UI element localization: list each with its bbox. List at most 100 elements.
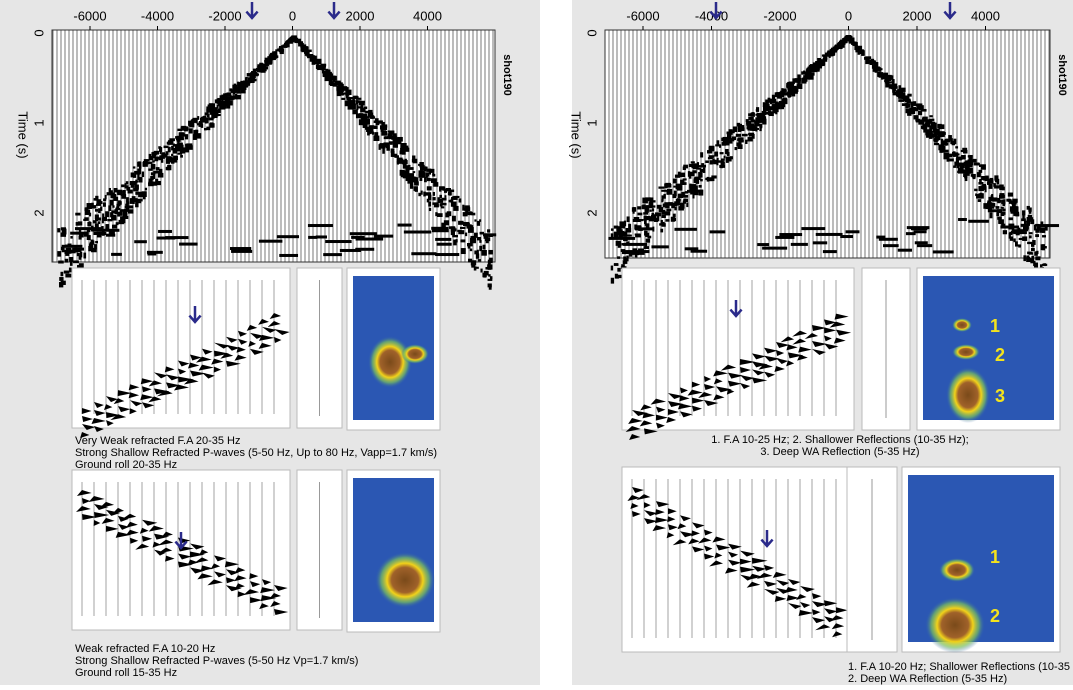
wavelet bbox=[638, 213, 643, 216]
seismic-gather bbox=[52, 30, 495, 262]
energy bbox=[925, 597, 985, 653]
wavelet bbox=[997, 216, 1001, 219]
wavelet bbox=[233, 92, 236, 95]
wavelet bbox=[426, 167, 428, 171]
wavelet bbox=[115, 208, 120, 211]
wavelet bbox=[103, 198, 106, 201]
wavelet bbox=[892, 79, 895, 83]
wavelet bbox=[397, 161, 399, 165]
wavelet bbox=[666, 190, 669, 195]
wavelet bbox=[75, 213, 80, 216]
wavelet bbox=[965, 176, 968, 181]
wavelet bbox=[61, 227, 66, 230]
wavelet bbox=[628, 224, 631, 228]
wavelet bbox=[1020, 224, 1024, 227]
wavelet bbox=[748, 133, 750, 135]
wavelet bbox=[185, 136, 188, 139]
wavelet bbox=[937, 125, 942, 128]
wavelet bbox=[1019, 238, 1024, 240]
energy bbox=[368, 336, 412, 388]
wavelet bbox=[759, 124, 762, 128]
wavelet bbox=[369, 132, 371, 134]
wavelet bbox=[377, 120, 383, 123]
wavelet bbox=[736, 134, 741, 137]
low-band bbox=[791, 243, 808, 246]
wavelet bbox=[703, 168, 706, 173]
wavelet bbox=[685, 191, 688, 193]
wavelet bbox=[408, 167, 413, 170]
wavelet bbox=[136, 201, 141, 203]
wavelet bbox=[727, 134, 732, 140]
low-band bbox=[674, 228, 697, 231]
y-axis-label: Time (s) bbox=[16, 111, 31, 158]
wavelet bbox=[447, 211, 452, 216]
wavelet bbox=[931, 135, 934, 138]
low-band bbox=[757, 243, 769, 246]
caption-line: 3. Deep WA Reflection (5-35 Hz) bbox=[760, 446, 919, 458]
wavelet bbox=[181, 150, 184, 154]
x-tick-label: -2000 bbox=[763, 8, 796, 23]
wavelet bbox=[95, 209, 98, 212]
low-band bbox=[231, 250, 252, 253]
low-band bbox=[70, 232, 84, 235]
wavelet bbox=[980, 193, 983, 198]
shot-label: shot190 bbox=[1056, 54, 1068, 96]
wavelet bbox=[477, 221, 480, 226]
low-band bbox=[762, 247, 787, 250]
wavelet bbox=[246, 77, 248, 81]
wavelet bbox=[765, 106, 770, 108]
x-tick-label: 2000 bbox=[903, 8, 932, 23]
wavelet bbox=[666, 219, 670, 222]
wavelet bbox=[991, 207, 994, 209]
wavelet bbox=[395, 138, 399, 143]
caption-line: Ground roll 20-35 Hz bbox=[75, 459, 177, 471]
wavelet bbox=[429, 208, 431, 211]
wavelet bbox=[911, 108, 916, 111]
wavelet bbox=[893, 84, 898, 87]
wavelet bbox=[708, 179, 712, 181]
wavelet bbox=[646, 239, 650, 243]
wavelet bbox=[114, 188, 118, 192]
wavelet bbox=[167, 142, 172, 145]
wavelet bbox=[961, 150, 967, 152]
wavelet bbox=[717, 160, 722, 162]
wavelet bbox=[207, 114, 210, 117]
wavelet bbox=[482, 245, 485, 250]
wavelet bbox=[736, 142, 739, 146]
wavelet bbox=[173, 144, 175, 147]
wavelet bbox=[929, 115, 932, 117]
wavelet bbox=[780, 91, 785, 93]
wavelet bbox=[981, 164, 986, 169]
wavelet bbox=[716, 140, 719, 146]
caption-line: Weak refracted F.A 10-20 Hz bbox=[75, 643, 215, 655]
wavelet bbox=[701, 163, 704, 166]
caption-line: Ground roll 15-35 Hz bbox=[75, 667, 177, 679]
wavelet bbox=[961, 166, 963, 170]
wavelet bbox=[137, 199, 143, 202]
wavelet bbox=[661, 190, 666, 192]
wavelet bbox=[460, 227, 466, 229]
caption-line: 1. F.A 10-25 Hz; 2. Shallower Reflection… bbox=[711, 434, 968, 446]
wavelet bbox=[383, 142, 389, 147]
wavelet bbox=[133, 188, 138, 192]
wavelet bbox=[705, 160, 708, 163]
wavelet bbox=[611, 228, 614, 230]
wavelet bbox=[272, 53, 275, 58]
wavelet bbox=[971, 174, 974, 177]
x-tick-label: -6000 bbox=[73, 8, 106, 23]
wavelet bbox=[131, 172, 135, 177]
wavelet bbox=[238, 82, 242, 86]
wavelet bbox=[997, 198, 1000, 203]
wavelet bbox=[260, 64, 262, 67]
wavelet bbox=[788, 91, 790, 93]
wavelet bbox=[772, 104, 778, 108]
wavelet bbox=[87, 222, 91, 226]
wavelet bbox=[642, 204, 646, 209]
wavelet bbox=[680, 173, 685, 177]
wavelet bbox=[925, 121, 928, 125]
wavelet bbox=[944, 140, 947, 142]
wavelet bbox=[138, 174, 140, 180]
wavelet bbox=[210, 122, 214, 127]
low-band bbox=[340, 249, 361, 252]
wavelet bbox=[474, 219, 476, 221]
